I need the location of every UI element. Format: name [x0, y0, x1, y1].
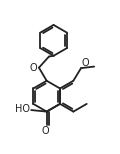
Text: O: O	[82, 58, 89, 67]
Text: O: O	[42, 126, 49, 136]
Text: O: O	[30, 63, 37, 73]
Text: HO: HO	[15, 104, 30, 114]
